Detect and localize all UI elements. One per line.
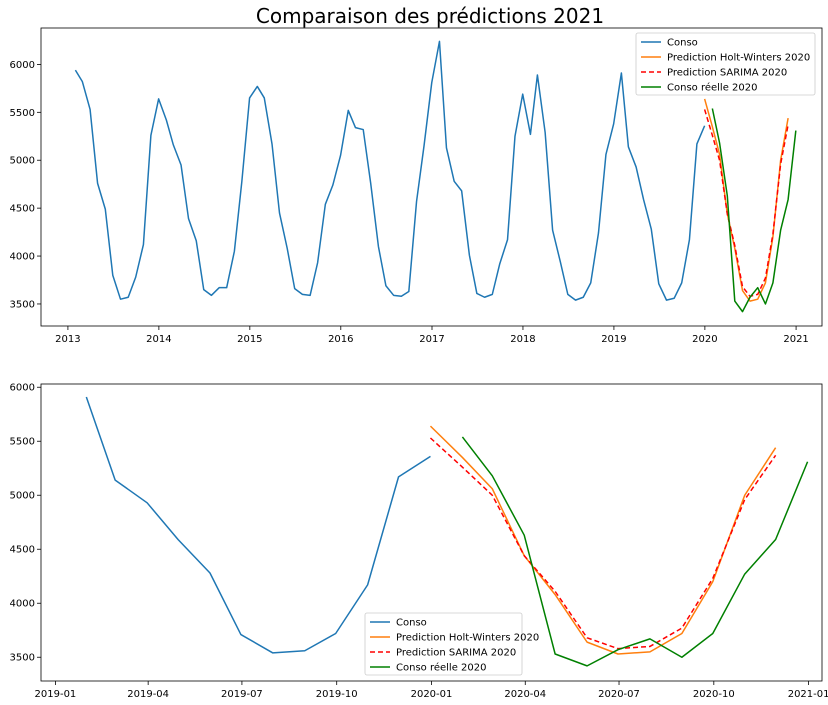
y-tick-label: 6000: [10, 383, 35, 394]
y-tick-label: 5500: [10, 437, 35, 448]
chart-title: Comparaison des prédictions 2021: [256, 4, 604, 28]
x-tick-label: 2019-04: [127, 689, 169, 700]
x-tick-label: 2020: [692, 334, 717, 345]
legend-label: Prediction Holt-Winters 2020: [667, 53, 810, 64]
y-tick-label: 4000: [10, 599, 35, 610]
x-tick-label: 2013: [55, 334, 80, 345]
y-tick-label: 3500: [10, 299, 35, 310]
y-tick-label: 5500: [10, 108, 35, 119]
legend-label: Prediction Holt-Winters 2020: [396, 633, 539, 644]
x-tick-label: 2016: [328, 334, 353, 345]
x-tick-label: 2021-01: [788, 689, 828, 700]
x-tick-label: 2019-07: [221, 689, 263, 700]
y-tick-label: 4500: [10, 204, 35, 215]
legend-label: Conso: [667, 38, 698, 49]
y-tick-label: 3500: [10, 653, 35, 664]
x-tick-label: 2020-01: [411, 689, 453, 700]
y-tick-label: 5000: [10, 491, 35, 502]
y-tick-label: 4500: [10, 545, 35, 556]
series-line-3: [711, 108, 797, 313]
legend-label: Prediction SARIMA 2020: [667, 68, 787, 79]
x-tick-label: 2018: [510, 334, 535, 345]
y-tick-label: 6000: [10, 60, 35, 71]
x-tick-label: 2015: [237, 334, 262, 345]
x-tick-label: 2020-07: [598, 689, 640, 700]
series-line-0: [85, 396, 431, 654]
y-tick-label: 4000: [10, 252, 35, 263]
series-line-2: [703, 109, 789, 298]
legend-box: [635, 32, 816, 96]
legend-label: Conso réelle 2020: [396, 662, 486, 674]
series-line-3: [461, 436, 809, 667]
series-line-2: [429, 437, 777, 650]
x-tick-label: 2019-01: [35, 689, 77, 700]
x-tick-label: 2014: [146, 334, 171, 345]
legend-box: [364, 612, 523, 676]
x-tick-label: 2020-04: [504, 689, 546, 700]
series-line-0: [74, 40, 706, 301]
x-tick-label: 2019: [601, 334, 626, 345]
top-chart: 2013 2014 2015 2016 2017 2018 2019 2020 2021 3500…: [10, 27, 823, 345]
y-tick-label: 5000: [10, 156, 35, 167]
bottom-chart: 2019-01 2019-04 2019-07 2019-10 2020-01 2020-…: [10, 383, 828, 700]
x-tick-label: 2020-10: [693, 689, 735, 700]
x-tick-label: 2021: [783, 334, 808, 345]
legend-label: Prediction SARIMA 2020: [396, 648, 516, 659]
x-tick-label: 2019-10: [316, 689, 358, 700]
legend-label: Conso réelle 2020: [667, 82, 757, 94]
legend-label: Conso: [396, 618, 427, 629]
legend: Conso Prediction Holt-Winters 2020 Predict…: [364, 612, 539, 676]
legend: Conso Prediction Holt-Winters 2020 Predict…: [635, 32, 816, 96]
x-tick-label: 2017: [419, 334, 444, 345]
